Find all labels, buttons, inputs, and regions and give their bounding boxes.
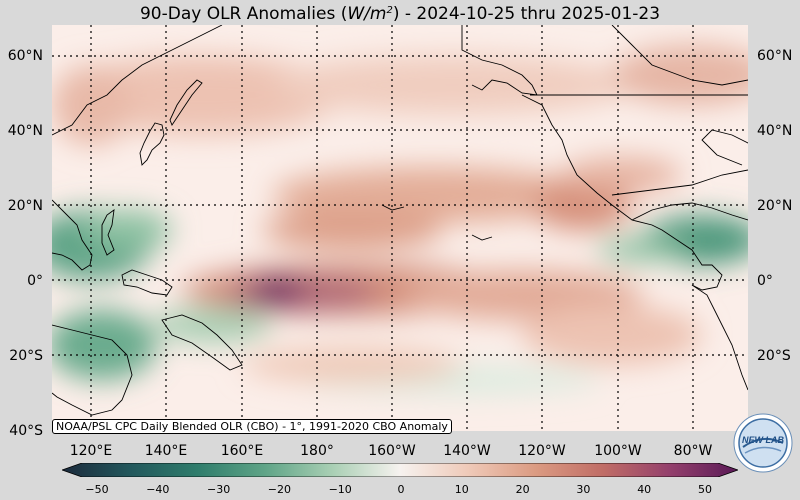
logo-text: NEW LAB bbox=[742, 435, 784, 445]
lon-label: 120°W bbox=[518, 443, 566, 459]
lat-label: 20°S bbox=[757, 348, 791, 364]
colorbar-tick-label: 20 bbox=[515, 483, 530, 496]
lon-label: 140°E bbox=[144, 443, 188, 459]
new-lab-logo: NEW LAB bbox=[733, 413, 793, 473]
lon-label: 180° bbox=[300, 443, 334, 459]
lat-label: 20°N bbox=[7, 198, 43, 214]
lat-label: 40°S bbox=[9, 423, 43, 439]
colorbar-tick-label: −40 bbox=[146, 483, 170, 496]
lon-label: 100°W bbox=[594, 443, 642, 459]
colorbar-tick-label: 10 bbox=[454, 483, 469, 496]
colorbar-tick-label: −30 bbox=[206, 483, 231, 496]
lat-label: 40°N bbox=[757, 123, 793, 139]
colorbar-tick-label: 40 bbox=[637, 483, 652, 496]
anomaly-field bbox=[52, 45, 748, 394]
map-title: 90-Day OLR Anomalies (W/m2) - 2024-10-25… bbox=[139, 4, 661, 24]
colorbar-tick-label: −50 bbox=[85, 483, 109, 496]
colorbar-tick-label: 30 bbox=[576, 483, 591, 496]
colorbar-tick-label: 50 bbox=[698, 483, 712, 496]
lat-label: 20°N bbox=[757, 198, 793, 214]
colorbar-tick-label: 0 bbox=[397, 483, 405, 496]
data-source-credit: NOAA/PSL CPC Daily Blended OLR (CBO) - 1… bbox=[52, 419, 452, 434]
colorbar bbox=[62, 463, 738, 477]
colorbar-tick-label: −10 bbox=[328, 483, 352, 496]
lon-label: 140°W bbox=[443, 443, 491, 459]
lon-label: 160°W bbox=[368, 443, 416, 459]
colorbar-tick-label: −20 bbox=[267, 483, 291, 496]
lat-label: 20°S bbox=[9, 348, 43, 364]
lat-label: 40°N bbox=[7, 123, 43, 139]
coastlines bbox=[52, 25, 748, 416]
graticule bbox=[52, 25, 748, 431]
lat-label: 60°N bbox=[7, 48, 43, 64]
lat-label: 0° bbox=[757, 273, 773, 289]
lon-label: 80°W bbox=[673, 443, 713, 459]
lat-label: 60°N bbox=[757, 48, 793, 64]
lat-label: 0° bbox=[27, 273, 43, 289]
lon-label: 120°E bbox=[69, 443, 113, 459]
lon-label: 160°E bbox=[220, 443, 264, 459]
olr-anomaly-map bbox=[52, 25, 748, 431]
